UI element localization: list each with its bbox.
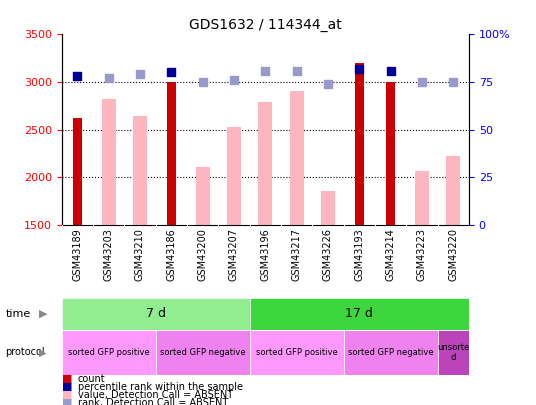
Bar	[344, 330, 438, 375]
Text: ■: ■	[62, 390, 72, 400]
Text: 7 d: 7 d	[146, 307, 166, 320]
Point	[105, 75, 113, 81]
Text: time: time	[5, 309, 31, 319]
Bar	[321, 192, 335, 225]
Bar	[438, 330, 469, 375]
Point	[418, 79, 426, 85]
Text: ▶: ▶	[39, 309, 48, 319]
Text: GSM43189: GSM43189	[72, 228, 83, 281]
Bar	[133, 116, 147, 225]
Text: GSM43220: GSM43220	[448, 228, 458, 281]
Bar	[155, 330, 250, 375]
Text: GSM43193: GSM43193	[354, 228, 364, 281]
Point	[73, 73, 81, 79]
Bar	[73, 118, 81, 225]
Bar	[355, 63, 364, 225]
Text: unsorte
d: unsorte d	[437, 343, 470, 362]
Point	[386, 67, 395, 74]
Point	[261, 67, 270, 74]
Text: GSM43200: GSM43200	[198, 228, 207, 281]
Title: GDS1632 / 114344_at: GDS1632 / 114344_at	[189, 18, 341, 32]
Text: GSM43217: GSM43217	[292, 228, 302, 281]
Bar	[446, 156, 460, 225]
Bar	[196, 167, 210, 225]
Text: ▶: ▶	[39, 347, 47, 357]
Point	[136, 71, 144, 78]
Point	[230, 77, 239, 83]
Point	[324, 81, 332, 87]
Text: rank, Detection Call = ABSENT: rank, Detection Call = ABSENT	[78, 398, 228, 405]
Bar	[62, 330, 155, 375]
Text: sorted GFP positive: sorted GFP positive	[256, 348, 338, 357]
Bar	[62, 298, 250, 330]
Bar	[386, 82, 395, 225]
Text: value, Detection Call = ABSENT: value, Detection Call = ABSENT	[78, 390, 233, 400]
Text: GSM43226: GSM43226	[323, 228, 333, 281]
Text: ■: ■	[62, 382, 72, 392]
Point	[355, 66, 363, 72]
Text: GSM43210: GSM43210	[135, 228, 145, 281]
Bar	[250, 330, 344, 375]
Text: sorted GFP positive: sorted GFP positive	[68, 348, 150, 357]
Text: protocol: protocol	[5, 347, 45, 357]
Bar	[102, 99, 116, 225]
Text: ■: ■	[62, 374, 72, 384]
Text: GSM43223: GSM43223	[417, 228, 427, 281]
Text: percentile rank within the sample: percentile rank within the sample	[78, 382, 243, 392]
Bar	[167, 82, 176, 225]
Bar	[415, 171, 429, 225]
Text: count: count	[78, 374, 106, 384]
Text: 17 d: 17 d	[345, 307, 373, 320]
Text: GSM43186: GSM43186	[166, 228, 176, 281]
Point	[198, 79, 207, 85]
Point	[167, 69, 176, 76]
Text: GSM43214: GSM43214	[386, 228, 396, 281]
Text: ■: ■	[62, 398, 72, 405]
Text: sorted GFP negative: sorted GFP negative	[348, 348, 434, 357]
Text: GSM43207: GSM43207	[229, 228, 239, 281]
Bar	[227, 127, 241, 225]
Bar	[258, 102, 272, 225]
Text: sorted GFP negative: sorted GFP negative	[160, 348, 245, 357]
Point	[292, 67, 301, 74]
Text: GSM43203: GSM43203	[103, 228, 114, 281]
Text: GSM43196: GSM43196	[260, 228, 270, 281]
Bar	[289, 91, 304, 225]
Bar	[250, 298, 469, 330]
Point	[449, 79, 458, 85]
